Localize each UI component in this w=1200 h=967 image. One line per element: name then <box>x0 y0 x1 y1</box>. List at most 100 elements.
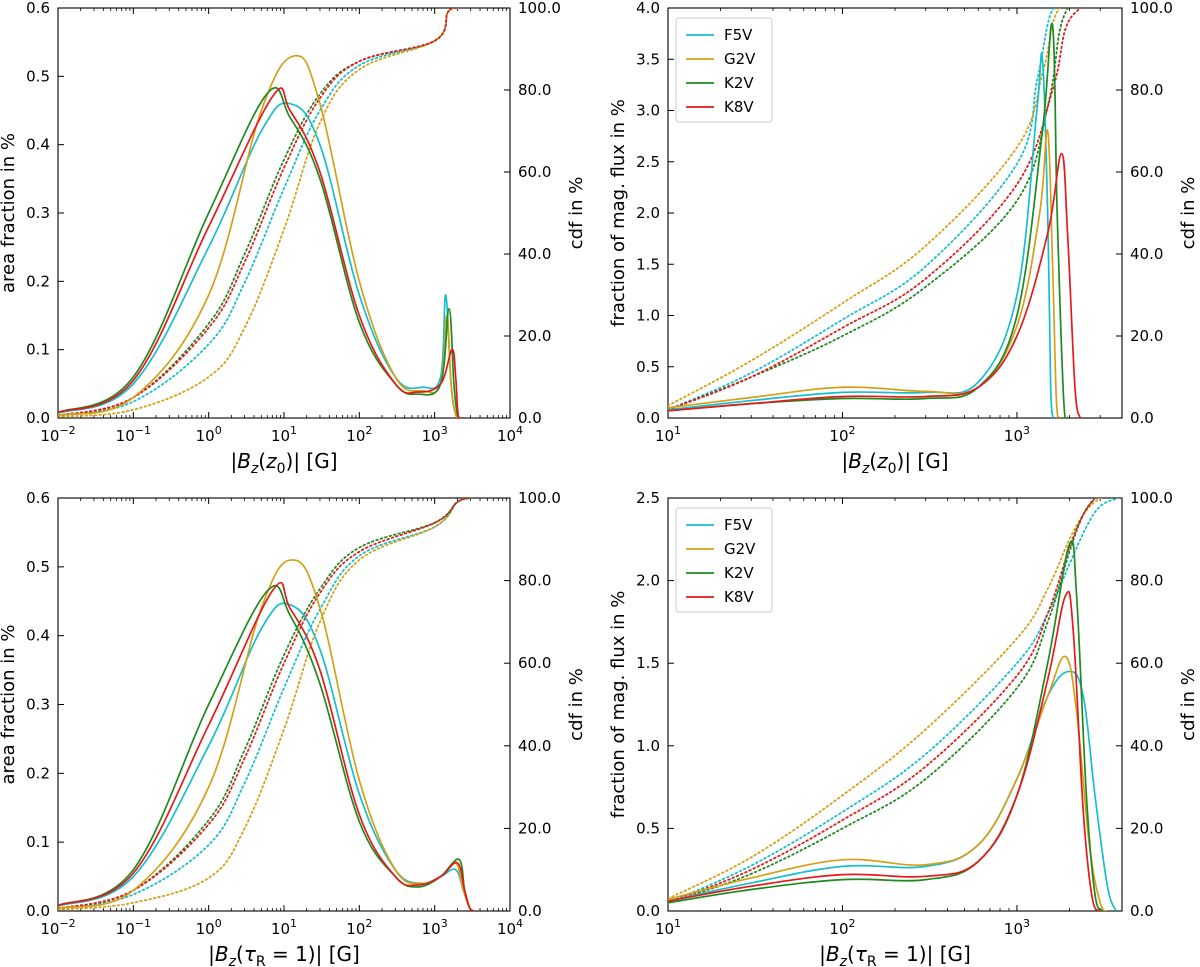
y-tick-label: 0.3 <box>26 204 50 222</box>
legend-box <box>675 507 773 613</box>
series-line-k2v <box>668 22 1069 418</box>
series-line-k8v <box>668 590 1101 911</box>
panel-bottom-left: 10−2 10−1 100 101 102 103 1040.00.10.20.30.40.… <box>0 489 587 967</box>
series-line-g2v <box>668 129 1061 418</box>
x-tick-label: 102 <box>829 917 855 938</box>
series-line-f5v-cdf <box>58 498 472 910</box>
panel-top-left: 10−2 10−1 100 101 102 103 1040.00.10.20.30.40.… <box>0 0 587 477</box>
series-line-k2v <box>58 86 462 418</box>
panel-bottom-right: 101 102 103 0.0 0.5 1.0 1.5 2.0 2.5 0.0 20.0 40.0 60… <box>608 489 1199 967</box>
x-tick-label: 103 <box>422 917 448 938</box>
series-line-g2v-cdf <box>668 498 1102 900</box>
series-line-k8v <box>58 582 475 911</box>
y-tick-label: 0.1 <box>26 833 50 851</box>
y-tick-label: 0.4 <box>26 136 50 154</box>
y-tick-label: 0.5 <box>636 358 660 376</box>
y-tick-label: 3.5 <box>636 50 660 68</box>
y-tick-label: 1.5 <box>636 654 660 672</box>
y2-axis-label: cdf in % <box>566 668 587 741</box>
x-tick-label: 103 <box>1004 917 1030 938</box>
series-line-g2v-cdf <box>58 498 472 911</box>
y-tick-label: 3.0 <box>636 102 660 120</box>
y-axis-label: fraction of mag. flux in % <box>608 591 629 819</box>
y-tick-label: 2.0 <box>636 204 660 222</box>
y-tick-label: 0.2 <box>26 764 50 782</box>
y-tick-label: 2.0 <box>636 572 660 590</box>
series-line-f5v-cdf <box>668 8 1055 411</box>
series-line-k8v-cdf <box>58 498 472 910</box>
x-tick-label: 102 <box>829 424 855 445</box>
y2-tick-label: 0.0 <box>1130 902 1154 920</box>
y-tick-label: 0.5 <box>26 558 50 576</box>
series-line-f5v-cdf <box>58 8 459 417</box>
y-tick-label: 4.0 <box>636 0 660 17</box>
y-axis-label: area fraction in % <box>0 133 19 293</box>
legend-label: G2V <box>724 540 756 558</box>
x-tick-label: 10−2 <box>40 424 75 445</box>
x-tick-label: 103 <box>422 424 448 445</box>
x-axis-label: |Bz(τR = 1)| [G] <box>819 942 971 967</box>
y2-tick-label: 80.0 <box>1130 572 1163 590</box>
y-tick-label: 0.2 <box>26 272 50 290</box>
y2-tick-label: 100.0 <box>1130 489 1173 507</box>
y2-axis-label: cdf in % <box>1178 177 1199 250</box>
legend-label: F5V <box>724 26 753 44</box>
y2-tick-label: 60.0 <box>1130 163 1163 181</box>
series-line-k8v-cdf <box>668 498 1096 904</box>
legend-label: K8V <box>724 98 754 116</box>
y2-tick-label: 0.0 <box>518 902 542 920</box>
series-line-k2v <box>58 584 475 911</box>
legend-label: G2V <box>724 50 756 68</box>
y-tick-label: 0.0 <box>636 409 660 427</box>
x-tick-label: 102 <box>346 424 372 445</box>
x-tick-label: 102 <box>346 917 372 938</box>
y2-tick-label: 80.0 <box>518 81 551 99</box>
y-axis-label: fraction of mag. flux in % <box>608 99 629 327</box>
y2-tick-label: 60.0 <box>1130 654 1163 672</box>
y-tick-label: 1.0 <box>636 307 660 325</box>
series-line-k8v-cdf <box>58 8 459 417</box>
y-tick-label: 1.5 <box>636 255 660 273</box>
y-tick-label: 0.5 <box>636 819 660 837</box>
y2-tick-label: 100.0 <box>518 489 561 507</box>
y2-tick-label: 20.0 <box>1130 819 1163 837</box>
y-tick-label: 2.5 <box>636 153 660 171</box>
series-group <box>58 8 463 418</box>
series-line-f5v-cdf <box>668 498 1120 904</box>
series-line-f5v <box>668 52 1055 418</box>
x-tick-label: 104 <box>497 917 523 938</box>
y-tick-label: 2.5 <box>636 489 660 507</box>
y2-tick-label: 60.0 <box>518 654 551 672</box>
y2-tick-label: 80.0 <box>1130 81 1163 99</box>
y-tick-label: 1.0 <box>636 737 660 755</box>
series-line-g2v-cdf <box>58 8 459 418</box>
x-tick-label: 101 <box>271 424 297 445</box>
y-tick-label: 0.3 <box>26 696 50 714</box>
y2-tick-label: 20.0 <box>518 327 551 345</box>
y2-tick-label: 20.0 <box>1130 327 1163 345</box>
y-tick-label: 0.1 <box>26 341 50 359</box>
y2-tick-label: 20.0 <box>518 819 551 837</box>
x-axis-label: |Bz(τR = 1)| [G] <box>208 942 360 967</box>
legend-box <box>675 17 773 123</box>
y2-axis-label: cdf in % <box>1178 668 1199 741</box>
legend-label: K2V <box>724 564 754 582</box>
x-axis-label: |Bz(z0)| [G] <box>841 449 948 477</box>
series-line-k2v <box>668 540 1104 911</box>
panel-top-right: 101 102 103 0.0 0.5 1.0 1.5 2.0 2.5 3.0 3.5 4.0 0.0 2… <box>608 0 1199 477</box>
x-tick-label: 101 <box>271 917 297 938</box>
y2-tick-label: 0.0 <box>518 409 542 427</box>
series-line-f5v <box>58 602 475 911</box>
y2-tick-label: 100.0 <box>518 0 561 17</box>
series-line-k2v-cdf <box>668 498 1096 904</box>
series-line-g2v <box>58 54 461 418</box>
series-line-k8v <box>58 87 463 418</box>
x-tick-label: 101 <box>655 424 681 445</box>
y2-tick-label: 0.0 <box>1130 409 1154 427</box>
series-line-f5v <box>58 102 461 418</box>
x-tick-label: 10−2 <box>40 917 75 938</box>
y2-tick-label: 40.0 <box>518 245 551 263</box>
x-axis-label: |Bz(z0)| [G] <box>230 449 337 477</box>
series-group <box>668 8 1081 418</box>
